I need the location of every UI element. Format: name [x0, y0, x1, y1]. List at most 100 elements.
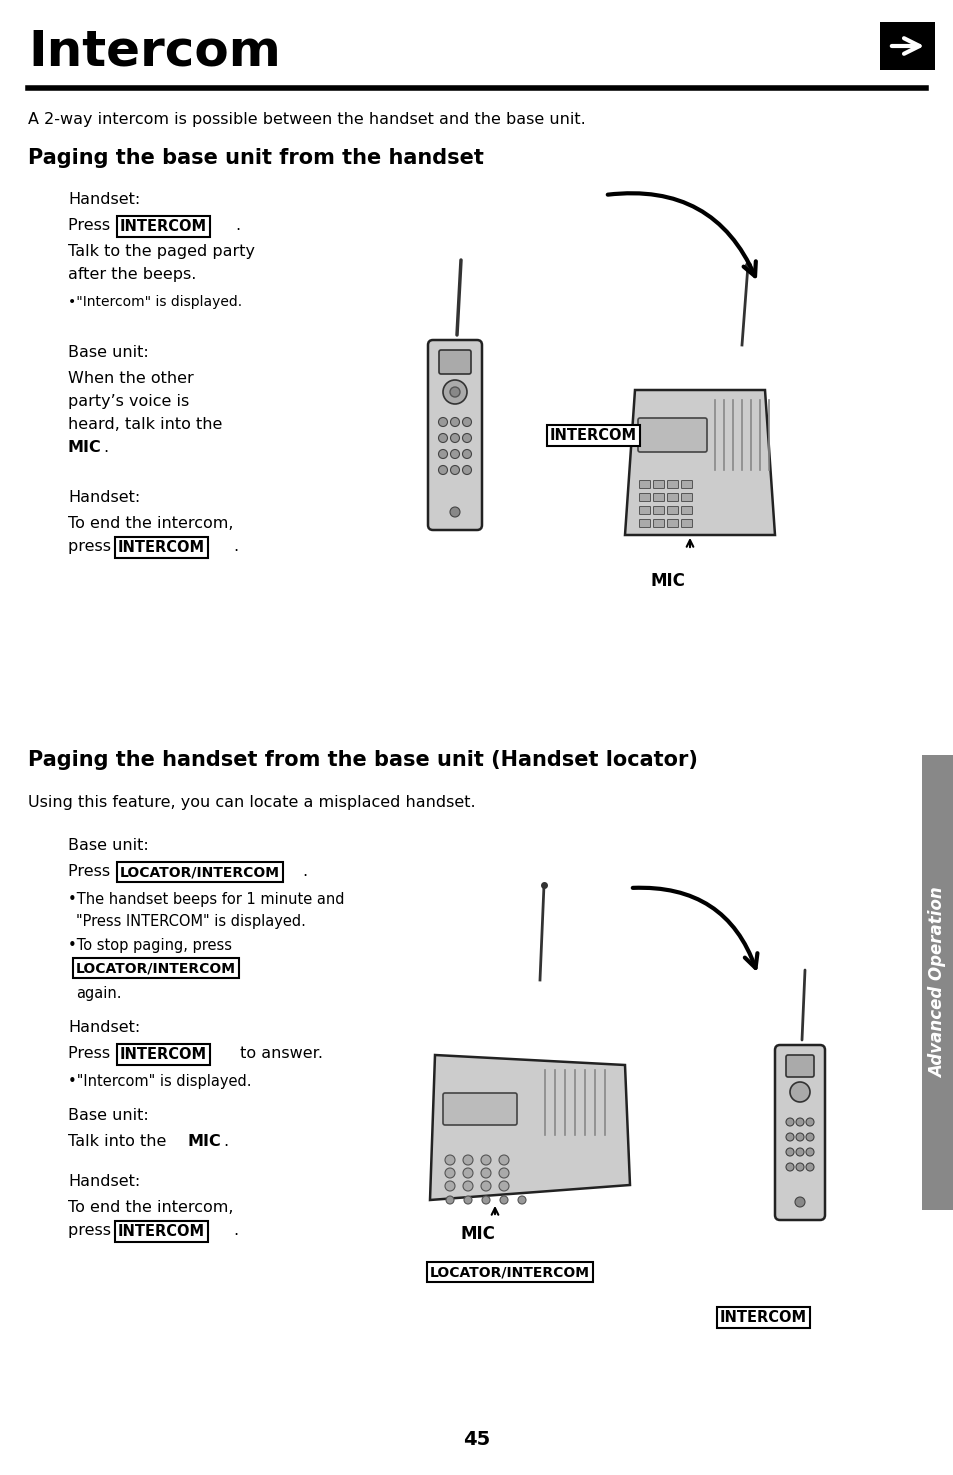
- Circle shape: [480, 1168, 491, 1179]
- Text: INTERCOM: INTERCOM: [120, 1047, 207, 1062]
- Circle shape: [463, 1196, 472, 1204]
- FancyBboxPatch shape: [438, 350, 471, 375]
- Circle shape: [462, 417, 471, 426]
- FancyBboxPatch shape: [639, 494, 650, 502]
- Circle shape: [517, 1196, 525, 1204]
- Circle shape: [498, 1168, 509, 1179]
- Circle shape: [438, 434, 447, 442]
- Text: Advanced Operation: Advanced Operation: [928, 886, 946, 1078]
- FancyBboxPatch shape: [680, 481, 692, 488]
- Circle shape: [462, 1181, 473, 1190]
- Circle shape: [498, 1181, 509, 1190]
- Circle shape: [499, 1196, 507, 1204]
- Circle shape: [444, 1168, 455, 1179]
- Text: Handset:: Handset:: [68, 1174, 140, 1189]
- Text: INTERCOM: INTERCOM: [550, 428, 637, 442]
- Text: Press: Press: [68, 1046, 115, 1061]
- Circle shape: [795, 1133, 803, 1142]
- Text: Using this feature, you can locate a misplaced handset.: Using this feature, you can locate a mis…: [28, 795, 476, 810]
- Text: •"Intercom" is displayed.: •"Intercom" is displayed.: [68, 1074, 252, 1089]
- Circle shape: [795, 1162, 803, 1171]
- Circle shape: [795, 1148, 803, 1156]
- Circle shape: [444, 1181, 455, 1190]
- FancyBboxPatch shape: [680, 506, 692, 515]
- Text: INTERCOM: INTERCOM: [118, 540, 205, 555]
- FancyBboxPatch shape: [653, 506, 664, 515]
- Text: INTERCOM: INTERCOM: [118, 1224, 205, 1239]
- Text: MIC: MIC: [68, 440, 102, 454]
- Circle shape: [446, 1196, 454, 1204]
- Text: LOCATOR/INTERCOM: LOCATOR/INTERCOM: [430, 1266, 589, 1279]
- Circle shape: [450, 386, 459, 397]
- Text: Talk to the paged party: Talk to the paged party: [68, 243, 254, 260]
- Circle shape: [480, 1155, 491, 1165]
- FancyBboxPatch shape: [442, 1093, 517, 1125]
- Text: .: .: [302, 864, 307, 879]
- Text: Base unit:: Base unit:: [68, 345, 149, 360]
- Circle shape: [450, 417, 459, 426]
- FancyBboxPatch shape: [774, 1044, 824, 1220]
- Circle shape: [450, 507, 459, 518]
- Text: Handset:: Handset:: [68, 192, 140, 206]
- Text: party’s voice is: party’s voice is: [68, 394, 189, 409]
- Text: 45: 45: [463, 1429, 490, 1448]
- Circle shape: [462, 466, 471, 475]
- Circle shape: [805, 1118, 813, 1125]
- FancyBboxPatch shape: [785, 1055, 813, 1077]
- Text: To end the intercom,: To end the intercom,: [68, 516, 233, 531]
- Text: press: press: [68, 538, 116, 555]
- Text: .: .: [234, 218, 240, 233]
- FancyBboxPatch shape: [667, 506, 678, 515]
- FancyBboxPatch shape: [653, 519, 664, 528]
- Text: Press: Press: [68, 864, 115, 879]
- Circle shape: [438, 417, 447, 426]
- Text: press: press: [68, 1223, 116, 1238]
- FancyBboxPatch shape: [680, 494, 692, 502]
- Circle shape: [462, 450, 471, 459]
- Circle shape: [805, 1133, 813, 1142]
- Text: Press: Press: [68, 218, 115, 233]
- Text: .: .: [233, 1223, 238, 1238]
- Text: Talk into the: Talk into the: [68, 1134, 172, 1149]
- Text: "Press INTERCOM" is displayed.: "Press INTERCOM" is displayed.: [76, 914, 306, 929]
- Text: •To stop paging, press: •To stop paging, press: [68, 938, 232, 953]
- Circle shape: [805, 1148, 813, 1156]
- FancyBboxPatch shape: [428, 341, 481, 530]
- Circle shape: [785, 1162, 793, 1171]
- Circle shape: [450, 450, 459, 459]
- FancyBboxPatch shape: [667, 481, 678, 488]
- FancyBboxPatch shape: [667, 519, 678, 528]
- Text: LOCATOR/INTERCOM: LOCATOR/INTERCOM: [76, 962, 235, 975]
- Text: again.: again.: [76, 985, 121, 1002]
- Text: Paging the base unit from the handset: Paging the base unit from the handset: [28, 148, 483, 168]
- Text: Paging the handset from the base unit (Handset locator): Paging the handset from the base unit (H…: [28, 749, 698, 770]
- Polygon shape: [624, 389, 774, 535]
- Text: to answer.: to answer.: [234, 1046, 323, 1061]
- Text: .: .: [223, 1134, 228, 1149]
- Circle shape: [438, 466, 447, 475]
- Text: heard, talk into the: heard, talk into the: [68, 417, 222, 432]
- Text: MIC: MIC: [188, 1134, 221, 1149]
- FancyBboxPatch shape: [638, 417, 706, 451]
- FancyBboxPatch shape: [921, 755, 953, 1210]
- Text: Base unit:: Base unit:: [68, 1108, 149, 1122]
- FancyBboxPatch shape: [653, 481, 664, 488]
- Circle shape: [450, 434, 459, 442]
- Text: •The handset beeps for 1 minute and: •The handset beeps for 1 minute and: [68, 892, 344, 907]
- FancyBboxPatch shape: [680, 519, 692, 528]
- Text: When the other: When the other: [68, 372, 193, 386]
- Circle shape: [444, 1155, 455, 1165]
- FancyBboxPatch shape: [879, 22, 934, 69]
- Circle shape: [462, 1168, 473, 1179]
- Text: after the beeps.: after the beeps.: [68, 267, 196, 282]
- Circle shape: [480, 1181, 491, 1190]
- Text: Handset:: Handset:: [68, 1021, 140, 1035]
- Text: MIC: MIC: [460, 1226, 495, 1243]
- Circle shape: [498, 1155, 509, 1165]
- Circle shape: [805, 1162, 813, 1171]
- FancyBboxPatch shape: [667, 494, 678, 502]
- Circle shape: [462, 1155, 473, 1165]
- Text: Base unit:: Base unit:: [68, 838, 149, 853]
- Text: Handset:: Handset:: [68, 490, 140, 504]
- Circle shape: [481, 1196, 490, 1204]
